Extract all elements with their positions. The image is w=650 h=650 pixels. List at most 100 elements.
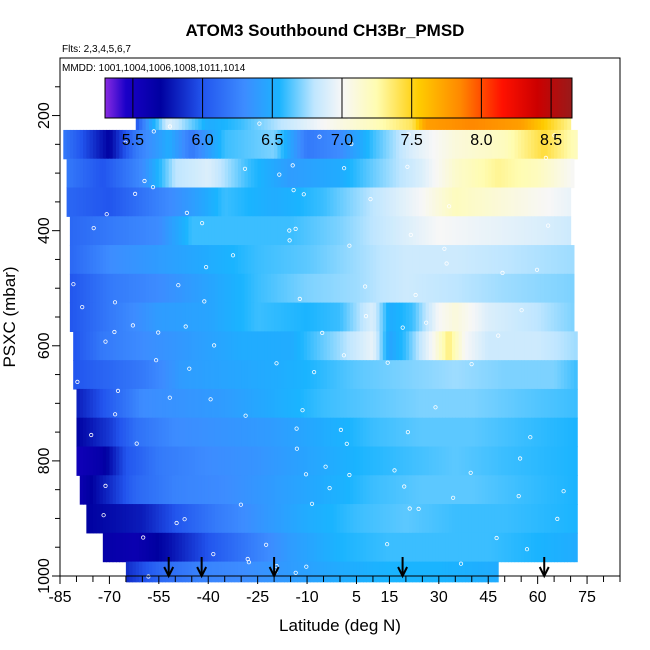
heatmap-cell [224, 417, 229, 448]
heatmap-cell [316, 388, 321, 419]
heatmap-cell [508, 331, 512, 361]
sample-marker [238, 502, 243, 507]
heatmap-cell [83, 475, 87, 505]
heatmap-cell [501, 302, 506, 332]
heatmap-cell [363, 331, 367, 361]
heatmap-cell [297, 561, 302, 583]
heatmap-cell [353, 504, 358, 534]
heatmap-cell [326, 388, 331, 419]
heatmap-cell [112, 331, 117, 361]
heatmap-cell [145, 129, 150, 160]
heatmap-cell [557, 187, 562, 217]
heatmap-cell [508, 187, 512, 217]
heatmap-cell [438, 504, 443, 534]
heatmap-cell [270, 388, 275, 419]
heatmap-cell [208, 561, 213, 583]
heatmap-cell [76, 158, 81, 189]
heatmap-cell [323, 158, 328, 189]
heatmap-cell [313, 388, 318, 419]
heatmap-cell [452, 245, 456, 275]
heatmap-cell [504, 129, 509, 160]
heatmap-cell [303, 360, 308, 390]
heatmap-cell [247, 417, 252, 448]
heatmap-cell [116, 388, 120, 419]
heatmap-cell [139, 561, 143, 583]
heatmap-cell [353, 129, 358, 160]
heatmap-cell [494, 187, 499, 217]
heatmap-cell [445, 129, 450, 160]
heatmap-cell [452, 504, 456, 534]
heatmap-cell [478, 158, 483, 189]
heatmap-cell [452, 561, 456, 583]
heatmap-cell [79, 388, 84, 419]
heatmap-cell [96, 360, 101, 390]
heatmap-cell [550, 475, 555, 505]
heatmap-cell [557, 302, 562, 332]
heatmap-cell [264, 417, 269, 448]
heatmap-cell [333, 158, 338, 189]
heatmap-cell [491, 273, 496, 304]
heatmap-cell [323, 475, 328, 505]
heatmap-cell [142, 187, 147, 217]
heatmap-cell [511, 360, 516, 390]
heatmap-cell [468, 245, 473, 275]
heatmap-cell [198, 388, 203, 419]
heatmap-cell [300, 331, 305, 361]
heatmap-cell [504, 475, 509, 505]
heatmap-cell [244, 388, 249, 419]
heatmap-cell [119, 360, 124, 390]
heatmap-cell [564, 129, 568, 160]
heatmap-cell [409, 417, 414, 448]
heatmap-cell [422, 532, 427, 563]
heatmap-cell [484, 417, 489, 448]
heatmap-cell [448, 158, 453, 189]
heatmap-cell [112, 417, 117, 448]
sample-marker [311, 369, 317, 375]
heatmap-cell [195, 360, 199, 390]
heatmap-cell [208, 216, 213, 246]
heatmap-cell [428, 446, 433, 476]
heatmap-cell [573, 129, 578, 160]
heatmap-cell [531, 504, 535, 534]
heatmap-cell [448, 532, 453, 563]
heatmap-cell [517, 532, 522, 563]
heatmap-cell [468, 129, 473, 160]
heatmap-cell [422, 360, 427, 390]
heatmap-cell [326, 446, 331, 476]
heatmap-cell [119, 216, 124, 246]
heatmap-cell [303, 129, 308, 160]
heatmap-cell [382, 360, 387, 390]
heatmap-cell [92, 245, 97, 275]
x-tick-label: 15 [381, 589, 399, 606]
heatmap-cell [498, 245, 503, 275]
heatmap-cell [323, 417, 328, 448]
heatmap-cell [218, 417, 223, 448]
heatmap-cell [425, 360, 430, 390]
sample-marker [300, 408, 305, 413]
heatmap-cell [442, 129, 447, 160]
heatmap-cell [452, 475, 456, 505]
heatmap-cell [178, 475, 183, 505]
heatmap-cell [251, 532, 255, 563]
heatmap-cell [428, 417, 433, 448]
heatmap-cell [501, 388, 506, 419]
heatmap-cell [425, 388, 430, 419]
heatmap-cell [244, 446, 249, 476]
heatmap-cell [323, 532, 328, 563]
latitude-arrow [196, 557, 208, 579]
heatmap-cell [188, 158, 193, 189]
heatmap-cell [382, 129, 387, 160]
heatmap-cell [172, 245, 176, 275]
heatmap-cell [340, 331, 344, 361]
heatmap-cell [260, 302, 265, 332]
heatmap-cell [448, 561, 453, 583]
heatmap-cell [188, 187, 193, 217]
heatmap-cell [396, 187, 400, 217]
heatmap-cell [471, 417, 476, 448]
heatmap-cell [244, 158, 249, 189]
sample-marker [405, 429, 410, 435]
heatmap-cell [402, 216, 407, 246]
heatmap-cell [567, 302, 572, 332]
heatmap-cell [504, 245, 509, 275]
heatmap-cell [349, 532, 354, 563]
